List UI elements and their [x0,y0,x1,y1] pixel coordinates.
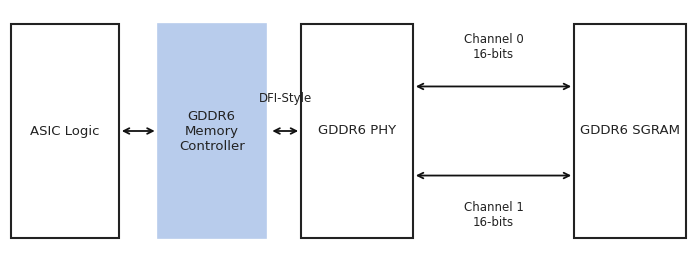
Text: Channel 0
16-bits: Channel 0 16-bits [463,33,524,61]
Bar [574,24,686,238]
Bar [10,24,119,238]
Bar [301,24,413,238]
Text: Channel 1
16-bits: Channel 1 16-bits [463,201,524,229]
Bar [158,24,266,238]
Text: ASIC Logic: ASIC Logic [30,124,99,138]
Text: GDDR6 PHY: GDDR6 PHY [318,124,396,138]
Text: GDDR6
Memory
Controller: GDDR6 Memory Controller [179,110,244,152]
Text: GDDR6 SGRAM: GDDR6 SGRAM [580,124,680,138]
Text: DFI-Style: DFI-Style [259,92,312,105]
